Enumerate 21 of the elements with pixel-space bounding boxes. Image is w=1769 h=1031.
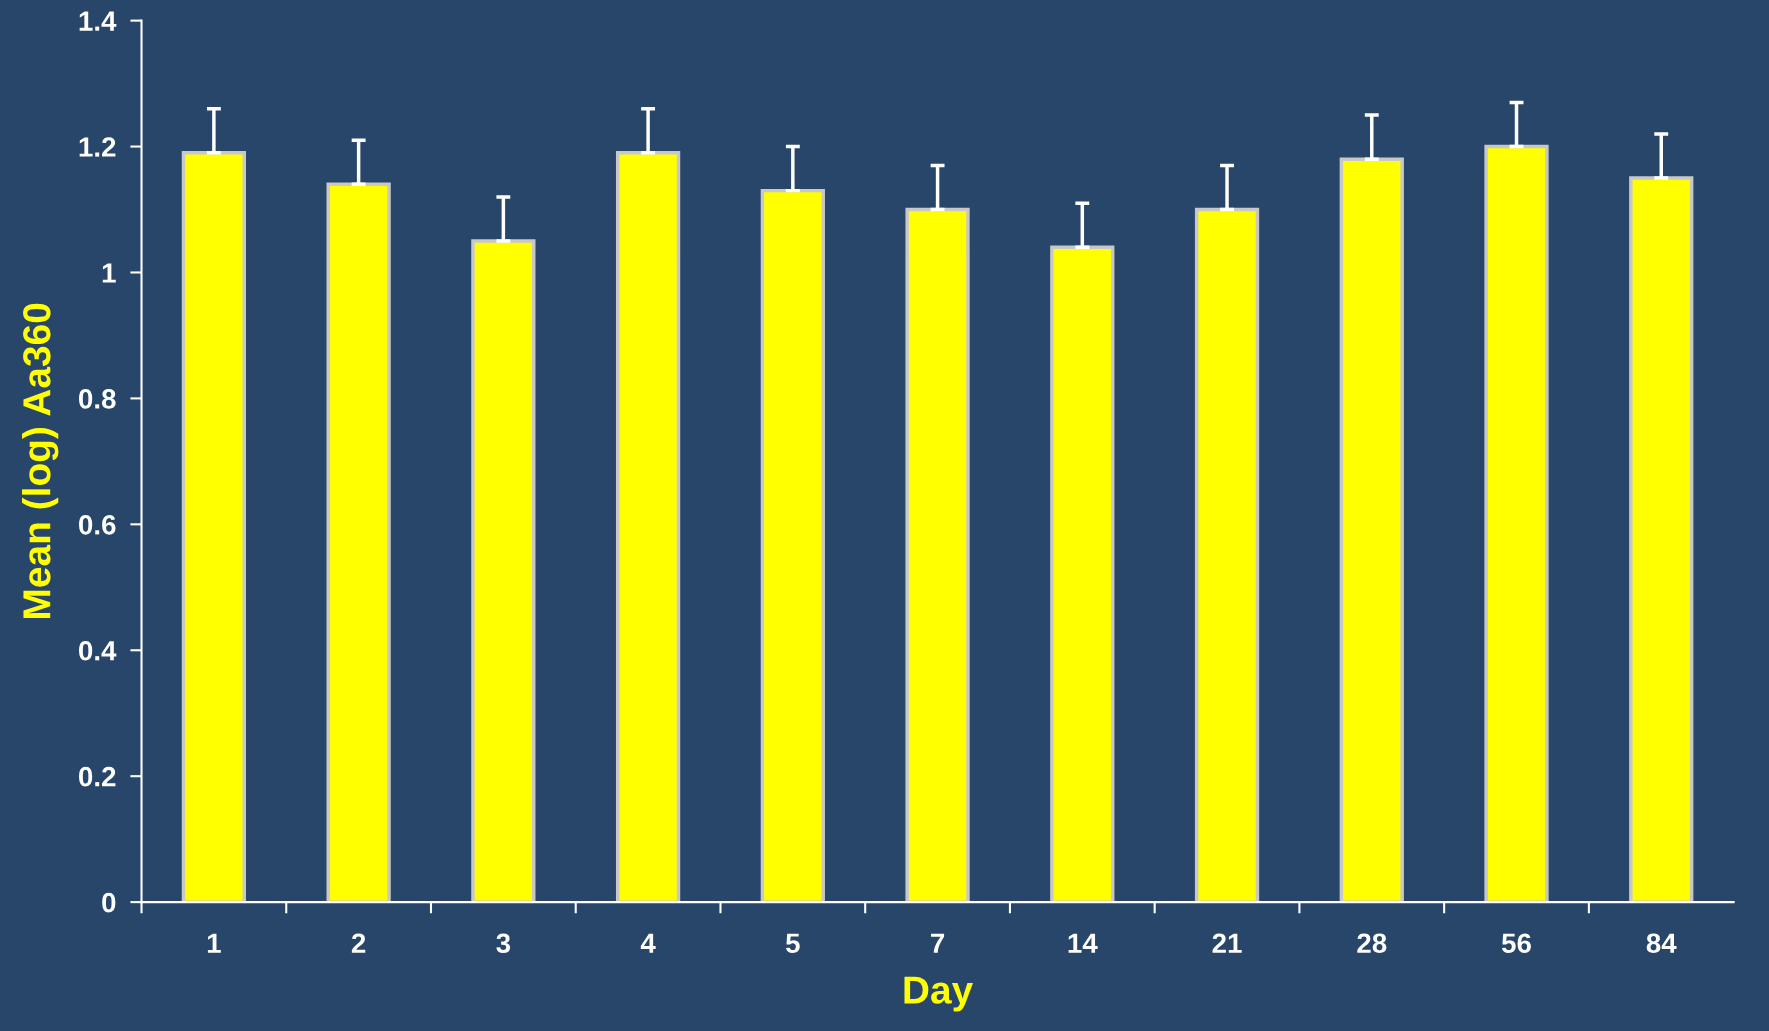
y-tick-label: 0.8 xyxy=(79,389,116,409)
x-tick-label: 1 xyxy=(207,933,221,953)
x-tick-label: 21 xyxy=(1212,933,1242,953)
y-tick-label: 1.4 xyxy=(79,11,117,31)
y-tick-label: 0.2 xyxy=(79,766,116,787)
x-tick-label: 56 xyxy=(1501,933,1531,954)
y-tick-label: 0 xyxy=(102,892,116,913)
y-axis-title: Mean (log) Aa360 xyxy=(22,303,59,618)
x-axis-title: Day xyxy=(904,976,974,1012)
x-tick-label: 28 xyxy=(1357,933,1387,954)
x-tick-label: 7 xyxy=(931,933,945,953)
x-tick-label: 84 xyxy=(1646,933,1677,954)
x-tick-label: 3 xyxy=(496,933,511,954)
x-tick-label: 4 xyxy=(640,933,656,953)
y-tick-label: 1 xyxy=(102,263,116,283)
x-tick-label: 2 xyxy=(351,933,366,953)
y-tick-label: 0.6 xyxy=(79,515,116,535)
x-tick-label: 5 xyxy=(785,933,800,954)
y-tick-label: 1.2 xyxy=(79,137,116,157)
y-tick-label: 0.4 xyxy=(79,640,117,661)
x-tick-label: 14 xyxy=(1068,933,1098,953)
